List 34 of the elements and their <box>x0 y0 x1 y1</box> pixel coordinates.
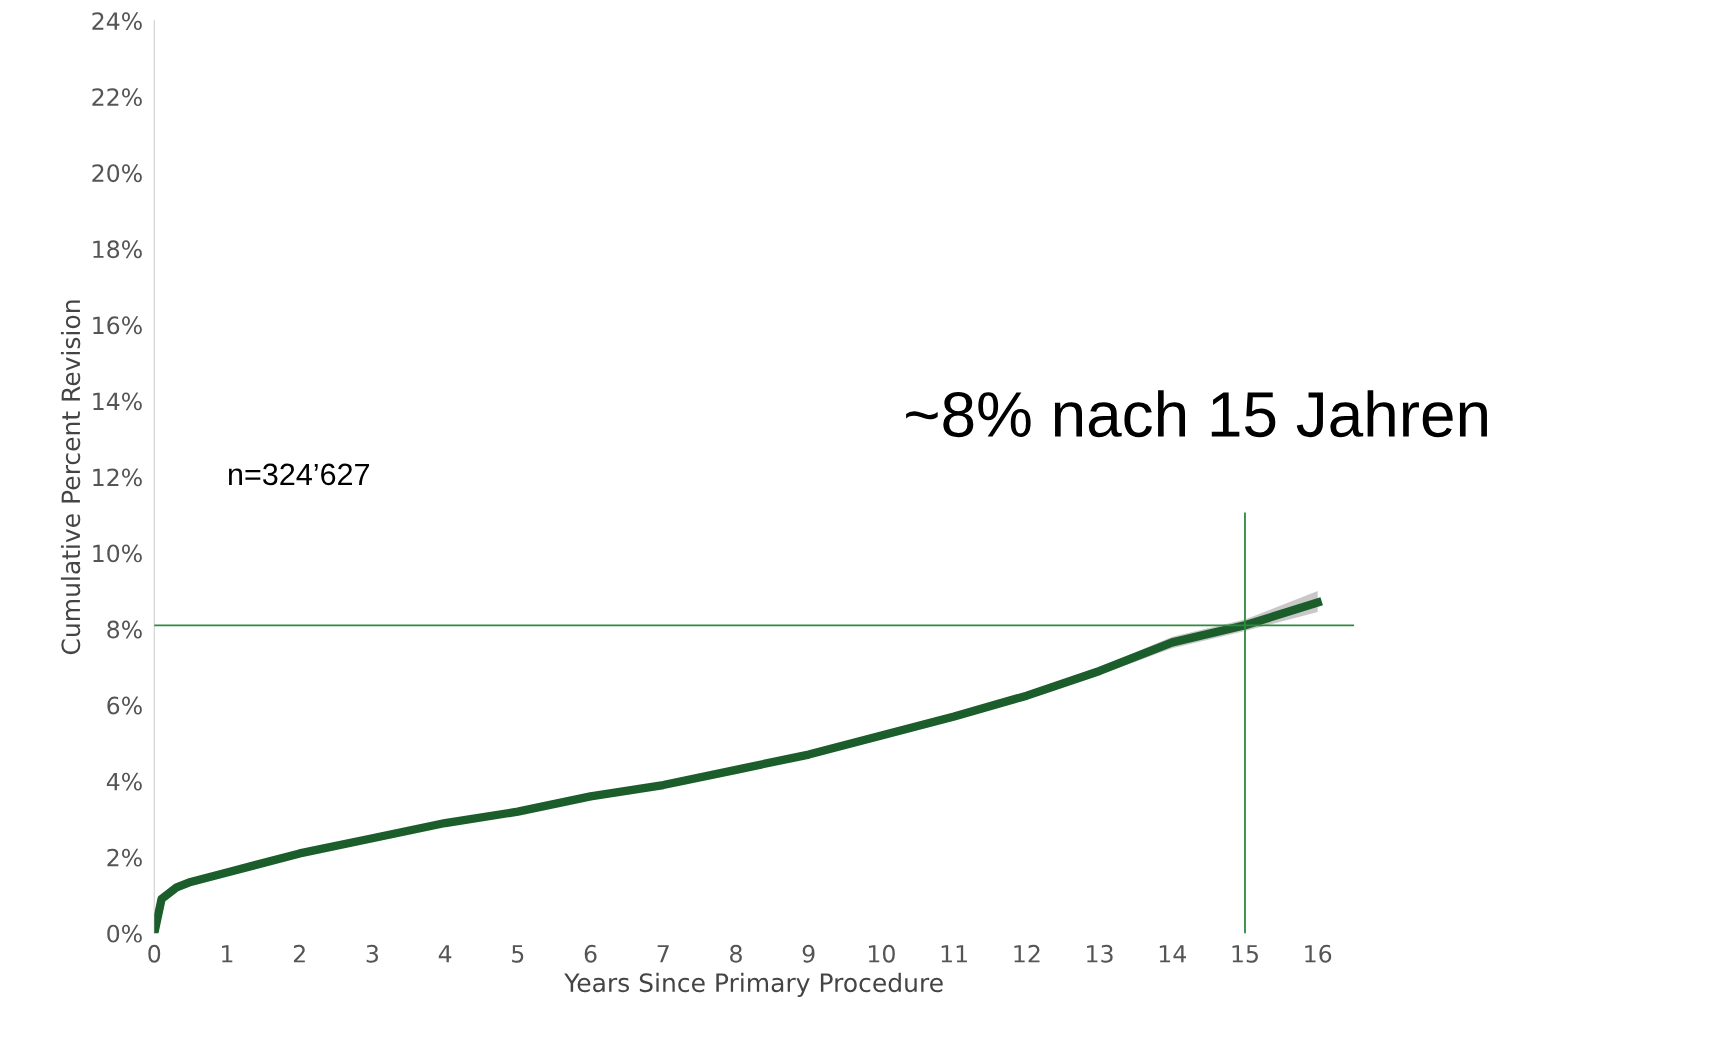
x-tick-label: 8 <box>730 944 742 963</box>
x-tick-label: 14 <box>1159 945 1186 963</box>
x-tick-label: 16 <box>1305 944 1332 963</box>
x-tick-label: 12 <box>1014 944 1040 963</box>
annotation: ~8% nach 15 Jahren <box>906 390 1487 438</box>
x-tick-label: 7 <box>657 945 669 963</box>
x-tick-label: 2 <box>293 944 305 963</box>
x-tick-label: 3 <box>366 944 379 963</box>
x-tick-label: 13 <box>1087 944 1113 963</box>
y-axis-title: Cumulative Percent Revision <box>60 300 81 655</box>
annotation: n=324’627 <box>229 463 370 486</box>
y-tick-label: 6% <box>107 696 142 715</box>
y-tick-label: 20% <box>92 164 142 183</box>
y-tick-label: 18% <box>93 240 142 259</box>
y-tick-label: 16% <box>93 316 142 335</box>
x-axis-title: Years Since Primary Procedure <box>564 972 943 998</box>
x-tick-label: 9 <box>802 944 815 963</box>
y-tick-label: 0% <box>107 924 142 943</box>
x-tick-label: 4 <box>438 945 452 963</box>
x-tick-label: 11 <box>941 945 967 963</box>
x-tick-label: 6 <box>584 944 597 963</box>
x-tick-label: 10 <box>868 944 895 963</box>
y-tick-label: 22% <box>92 88 142 107</box>
x-tick-label: 0 <box>148 944 161 963</box>
x-tick-label: 15 <box>1232 945 1258 963</box>
y-tick-label: 24% <box>92 12 142 31</box>
x-tick-label: 5 <box>512 945 524 963</box>
y-tick-label: 4% <box>106 772 142 791</box>
y-tick-label: 8% <box>107 620 142 639</box>
y-tick-label: 2% <box>107 848 142 867</box>
x-tick-label: 1 <box>222 945 233 963</box>
y-tick-label: 14% <box>93 392 142 411</box>
y-tick-label: 10% <box>93 544 142 563</box>
y-tick-label: 12% <box>93 468 142 487</box>
